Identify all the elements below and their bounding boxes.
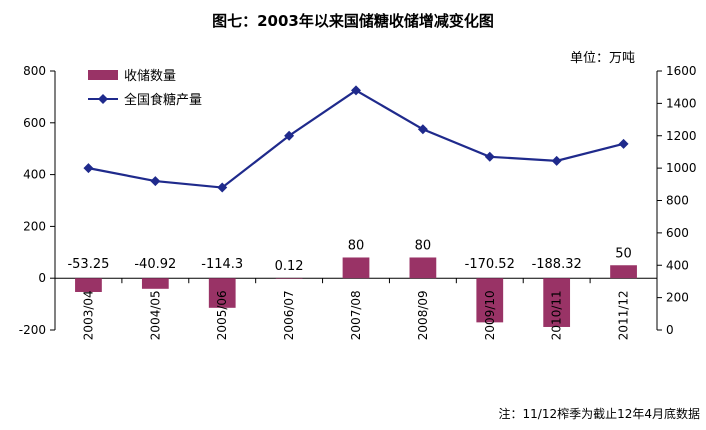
bar — [275, 278, 303, 279]
left-tick-label: 600 — [23, 116, 46, 130]
bar-data-label: -53.25 — [67, 257, 109, 272]
x-tick-label: 2006/07 — [282, 290, 296, 340]
x-tick-label: 2010/11 — [550, 290, 564, 340]
bar-data-label: -170.52 — [465, 257, 515, 272]
left-tick-label: 400 — [23, 168, 46, 182]
bar-series — [75, 257, 637, 327]
right-tick-label: 400 — [666, 258, 689, 272]
legend-bar-label: 收储数量 — [124, 69, 176, 84]
right-tick-label: 1600 — [666, 64, 697, 78]
bar — [75, 278, 102, 292]
right-tick-label: 600 — [666, 226, 689, 240]
bar-data-label: 80 — [415, 238, 432, 253]
unit-label: 单位：万吨 — [570, 51, 635, 66]
line-marker — [618, 138, 629, 149]
bar — [342, 257, 370, 279]
right-tick-label: 800 — [666, 194, 689, 208]
x-tick-label: 2007/08 — [349, 290, 363, 340]
x-tick-label: 2004/05 — [148, 290, 162, 340]
line-marker — [417, 124, 428, 135]
line-marker — [351, 85, 361, 96]
bar — [141, 278, 169, 289]
bar — [610, 265, 637, 279]
left-tick-label: 800 — [23, 64, 46, 78]
legend-diamond-marker — [98, 94, 108, 104]
x-tick-label: 2009/10 — [483, 290, 497, 340]
right-tick-label: 1400 — [666, 96, 697, 110]
bar-data-label: 80 — [348, 238, 365, 253]
legend-bar-swatch — [88, 70, 118, 80]
left-tick-label: 0 — [38, 271, 46, 285]
right-tick-label: 1000 — [666, 161, 697, 175]
line-marker — [551, 155, 562, 166]
right-tick-label: 1200 — [666, 129, 697, 143]
left-tick-label: -200 — [19, 323, 46, 337]
legend-line-label: 全国食糖产量 — [124, 92, 202, 108]
bar-data-label: -188.32 — [532, 257, 582, 272]
bar-data-label: -114.3 — [201, 257, 243, 272]
legend: 收储数量 全国食糖产量 — [88, 69, 202, 108]
x-tick-labels: 2003/04 2004/05 2005/06 2006/07 2007/08 2008/… — [81, 290, 630, 340]
bar-data-label: -40.92 — [134, 257, 176, 272]
x-tick-label: 2005/06 — [215, 290, 229, 340]
data-labels: -53.25 -40.92 -114.3 0.12 80 80 -170.52 -188.32… — [67, 238, 631, 274]
bar — [543, 278, 571, 327]
x-tick-label: 2003/04 — [81, 290, 95, 340]
line-marker — [217, 182, 228, 193]
line-marker — [150, 176, 161, 187]
left-tick-label: 200 — [23, 219, 46, 233]
line-marker — [284, 130, 295, 141]
line-marker — [83, 163, 94, 174]
x-tick-label: 2011/12 — [617, 290, 631, 340]
bar-data-label: 0.12 — [275, 259, 304, 274]
right-tick-label: 200 — [666, 291, 689, 305]
bar-data-label: 50 — [615, 246, 632, 261]
line-marker — [484, 151, 495, 162]
chart-title: 图七：2003年以来国储糖收储增减变化图 — [212, 12, 494, 30]
right-tick-label: 0 — [666, 323, 674, 337]
line-series — [83, 85, 629, 193]
x-tick-label: 2008/09 — [416, 290, 430, 340]
bar — [476, 278, 504, 323]
bar — [208, 278, 236, 308]
footnote: 注：11/12榨季为截止12年4月底数据 — [499, 406, 701, 421]
bar — [409, 257, 437, 279]
